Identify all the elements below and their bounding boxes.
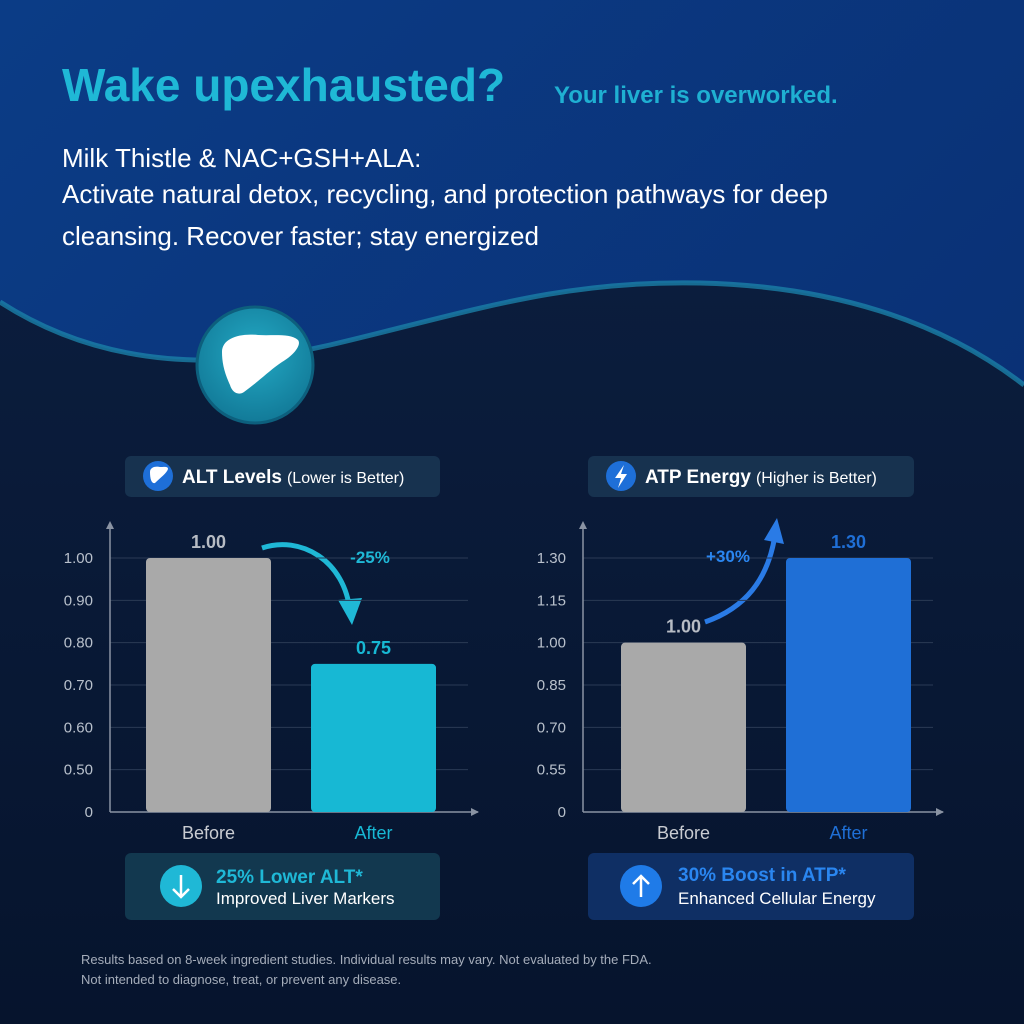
subtitle: Your liver is overworked. — [554, 82, 838, 109]
y-axis-arrow — [106, 521, 114, 529]
body-line: Milk Thistle & NAC+GSH+ALA: — [62, 143, 421, 173]
summary-box — [588, 853, 914, 920]
x-tick-label: Before — [657, 823, 710, 843]
value-label: 1.00 — [191, 532, 226, 552]
summary-title: 30% Boost in ATP* — [678, 865, 846, 886]
x-tick-label: After — [354, 823, 392, 843]
y-tick-label: 0.85 — [537, 677, 566, 694]
footnote: Not intended to diagnose, treat, or prev… — [81, 972, 401, 987]
annotation: -25% — [350, 548, 390, 567]
y-tick-label: 1.00 — [537, 635, 566, 652]
y-tick-label: 0.50 — [64, 762, 93, 779]
y-tick-label: 1.00 — [64, 550, 93, 567]
summary-title: 25% Lower ALT* — [216, 867, 363, 888]
y-tick-label: 0.70 — [64, 677, 93, 694]
chart-label-pill — [588, 456, 914, 497]
chart-title-note: (Lower is Better) — [287, 470, 404, 487]
y-tick-label: 1.30 — [537, 550, 566, 567]
trend-arrowhead — [764, 518, 784, 544]
annotation: +30% — [706, 547, 750, 566]
chart-title: ATP Energy (Higher is Better) — [645, 467, 877, 488]
bar — [621, 642, 746, 812]
x-tick-label: After — [829, 823, 867, 843]
chart-title-main: ATP Energy — [645, 467, 751, 488]
y-tick-label: 0.70 — [537, 719, 566, 736]
chart-label-pill — [125, 456, 440, 497]
x-axis-arrow — [471, 808, 479, 816]
y-tick-label: 1.15 — [537, 592, 566, 609]
chart-title-main: ALT Levels — [182, 467, 282, 488]
bar — [146, 558, 271, 812]
up-arrow — [632, 874, 650, 897]
y-tick-label: 0 — [558, 804, 566, 821]
y-tick-label: 0.60 — [64, 719, 93, 736]
chart-title-note: (Higher is Better) — [756, 470, 877, 487]
value-label: 1.30 — [831, 532, 866, 552]
summary-subtitle: Improved Liver Markers — [216, 889, 395, 908]
pill-icon-bolt — [615, 465, 627, 488]
wave-edge — [0, 280, 1024, 387]
title: Wake upexhausted? — [62, 59, 505, 111]
bar — [311, 663, 436, 812]
footnote: Results based on 8-week ingredient studi… — [81, 952, 652, 967]
y-tick-label: 0.90 — [64, 592, 93, 609]
liver-icon — [222, 334, 299, 394]
bar — [786, 558, 911, 812]
summary-subtitle: Enhanced Cellular Energy — [678, 889, 876, 908]
y-tick-label: 0 — [85, 804, 93, 821]
down-arrow — [172, 875, 190, 899]
y-axis-arrow — [579, 521, 587, 529]
value-label: 0.75 — [356, 638, 391, 658]
trend-arrow — [261, 542, 353, 613]
x-tick-label: Before — [182, 823, 235, 843]
summary-box — [125, 853, 440, 920]
y-tick-label: 0.80 — [64, 635, 93, 652]
y-tick-label: 0.55 — [537, 762, 566, 779]
x-axis-arrow — [936, 808, 944, 816]
body-line: Activate natural detox, recycling, and p… — [62, 179, 828, 209]
value-label: 1.00 — [666, 617, 701, 637]
pill-icon-liver — [150, 466, 168, 484]
body-line: cleansing. Recover faster; stay energize… — [62, 221, 539, 251]
trend-arrow — [704, 534, 778, 625]
trend-arrowhead — [338, 598, 362, 625]
chart-title: ALT Levels (Lower is Better) — [182, 467, 404, 488]
